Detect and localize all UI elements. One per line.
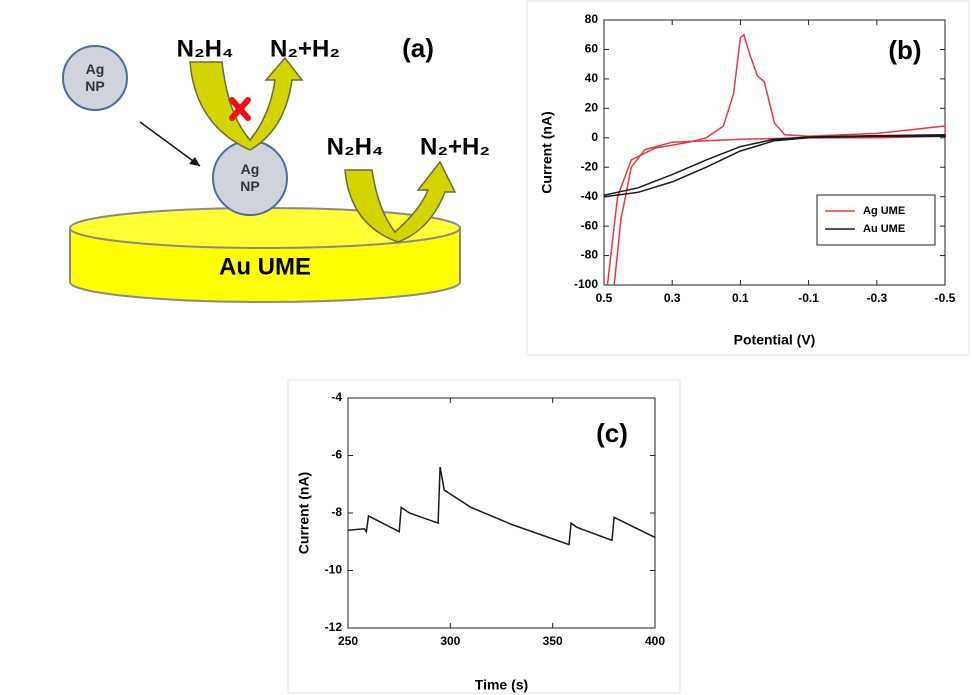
x-tick-label: 400 <box>645 634 665 648</box>
figure: Au UME AgNP AgNP N₂H₄ N₂+H₂ (a) N₂H₄ N₂+… <box>0 0 972 695</box>
y-axis-label: Current (nA) <box>296 472 312 554</box>
y-tick-label: 40 <box>585 71 599 85</box>
y-tick-label: -10 <box>325 563 343 577</box>
y-tick-label: 60 <box>585 42 599 56</box>
legend-label: Ag UME <box>863 205 905 217</box>
x-tick-label: 0.3 <box>664 291 681 305</box>
y-tick-label: -4 <box>331 390 342 404</box>
y-tick-label: -60 <box>581 218 599 232</box>
data-line <box>348 467 655 545</box>
data-line <box>604 135 945 197</box>
np-word: Ag <box>241 161 260 177</box>
x-tick-label: -0.1 <box>798 291 819 305</box>
y-tick-label: -8 <box>331 505 342 519</box>
product: N₂+H₂ <box>270 35 340 62</box>
x-tick-label: 0.5 <box>596 291 613 305</box>
x-tick-label: -0.5 <box>935 291 956 305</box>
y-tick-label: 80 <box>585 12 599 26</box>
blocked-mark <box>232 100 248 118</box>
chart: 0.5 0.3 0.1 -0.1 -0.3 -0.5 -100 -80 -60 -40 -20 0 20… <box>539 12 956 348</box>
arrow <box>140 122 200 166</box>
chart: 250 300 350 400 -12 -10 -8 -6 -4 Time (s) Current … <box>296 390 666 693</box>
y-tick-label: 20 <box>585 101 599 115</box>
legend-label: Au UME <box>863 223 905 235</box>
y-tick-label: -20 <box>581 159 599 173</box>
reactant: N₂H₄ <box>177 35 234 62</box>
y-tick-label: -40 <box>581 189 599 203</box>
electrode-label: Au UME <box>219 253 311 280</box>
y-tick-label: -100 <box>574 277 598 291</box>
x-tick-label: 0.1 <box>732 291 749 305</box>
product: N₂+H₂ <box>420 133 490 160</box>
x-tick-label: 350 <box>543 634 563 648</box>
x-axis-label: Time (s) <box>475 677 528 693</box>
panel-label: (a) <box>402 33 434 63</box>
y-tick-label: -80 <box>581 248 599 262</box>
panel-label: (c) <box>596 418 628 448</box>
reactant: N₂H₄ <box>327 133 384 160</box>
y-tick-label: -6 <box>331 448 342 462</box>
panel-label: (b) <box>888 35 921 65</box>
x-tick-label: 250 <box>338 634 358 648</box>
y-axis-label: Current (nA) <box>539 111 555 193</box>
y-tick-label: 0 <box>591 130 598 144</box>
data-line <box>607 35 945 285</box>
x-axis-label: Potential (V) <box>734 332 816 348</box>
x-tick-label: 300 <box>440 634 460 648</box>
legend-box <box>817 195 935 245</box>
np-word: Ag <box>86 61 105 77</box>
x-tick-label: -0.3 <box>866 291 887 305</box>
y-tick-label: -12 <box>325 620 343 634</box>
